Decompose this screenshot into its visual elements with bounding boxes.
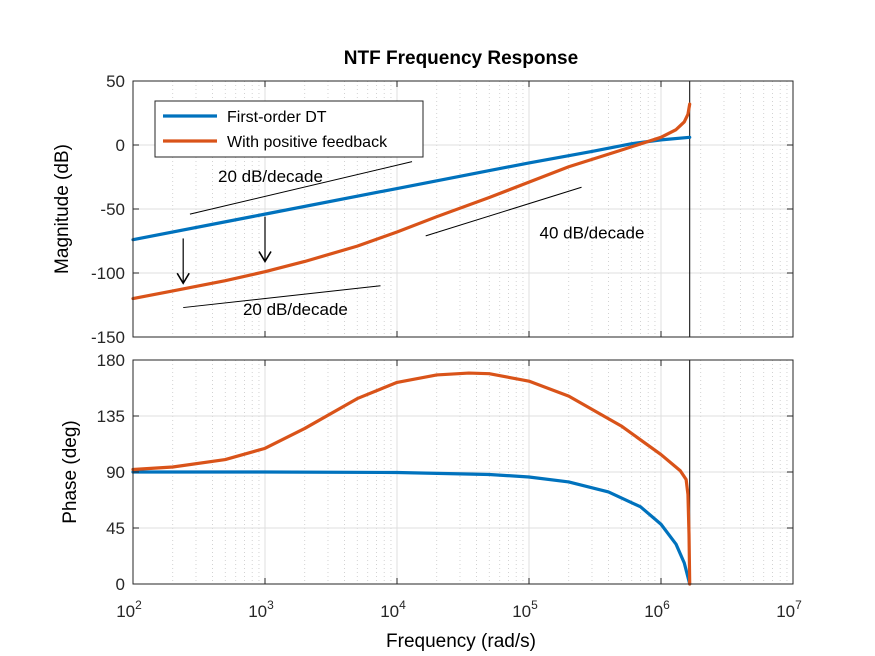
x-tick-label: 102 [116,598,142,621]
phase-y-axis-label: Phase (deg) [60,420,81,524]
phase-series [131,371,692,586]
x-axis-label: Frequency (rad/s) [386,631,536,652]
series-line-first-order-dt [131,470,692,586]
legend-entry-label: First-order DT [227,109,327,126]
magnitude-y-ticks: -150 -100 -50 0 50 [91,72,793,347]
x-tick-label: 107 [776,598,802,621]
slope-annotation-label: 20 dB/decade [243,300,348,319]
slope-annotation-label: 40 dB/decade [540,223,645,242]
legend: First-order DT With positive feedback [154,100,424,158]
phase-y-ticks: 0 45 90 135 180 [97,351,793,594]
y-tick-label: 45 [106,519,125,538]
magnitude-plot: 20 dB/decade 40 dB/decade 20 dB/decade Fir… [52,72,794,347]
y-tick-label: 135 [97,407,125,426]
y-tick-label: 0 [116,136,125,155]
arrow-head [176,272,190,285]
slope-reference-line [183,285,381,309]
y-tick-label: 90 [106,463,125,482]
series-line-with-positive-feedback [131,102,692,301]
chart-title: NTF Frequency Response [344,48,578,69]
slope-reference-line [189,161,413,215]
y-tick-label: 180 [97,351,125,370]
arrow-head [258,251,272,264]
frequency-x-ticks: 102 103 104 105 106 107 [116,81,802,621]
y-tick-label: -50 [100,200,125,219]
legend-entry-label: With positive feedback [227,134,388,151]
y-tick-label: 50 [106,72,125,91]
magnitude-series [131,102,692,301]
x-tick-label: 104 [380,598,406,621]
y-tick-label: -150 [91,328,125,347]
x-tick-label: 105 [512,598,538,621]
phase-plot: 0 45 90 135 180 102 103 104 105 106 107 Phase (de… [60,81,802,652]
slope-reference-line [425,186,582,237]
x-tick-label: 106 [644,598,670,621]
slope-annotation-label: 20 dB/decade [218,167,323,186]
y-tick-label: -100 [91,264,125,283]
y-tick-label: 0 [116,575,125,594]
x-tick-label: 103 [248,598,274,621]
legend-box [154,100,424,158]
series-line-with-positive-feedback [131,371,692,586]
magnitude-annotations: 20 dB/decade 40 dB/decade 20 dB/decade [176,161,645,319]
magnitude-y-axis-label: Magnitude (dB) [52,144,73,274]
